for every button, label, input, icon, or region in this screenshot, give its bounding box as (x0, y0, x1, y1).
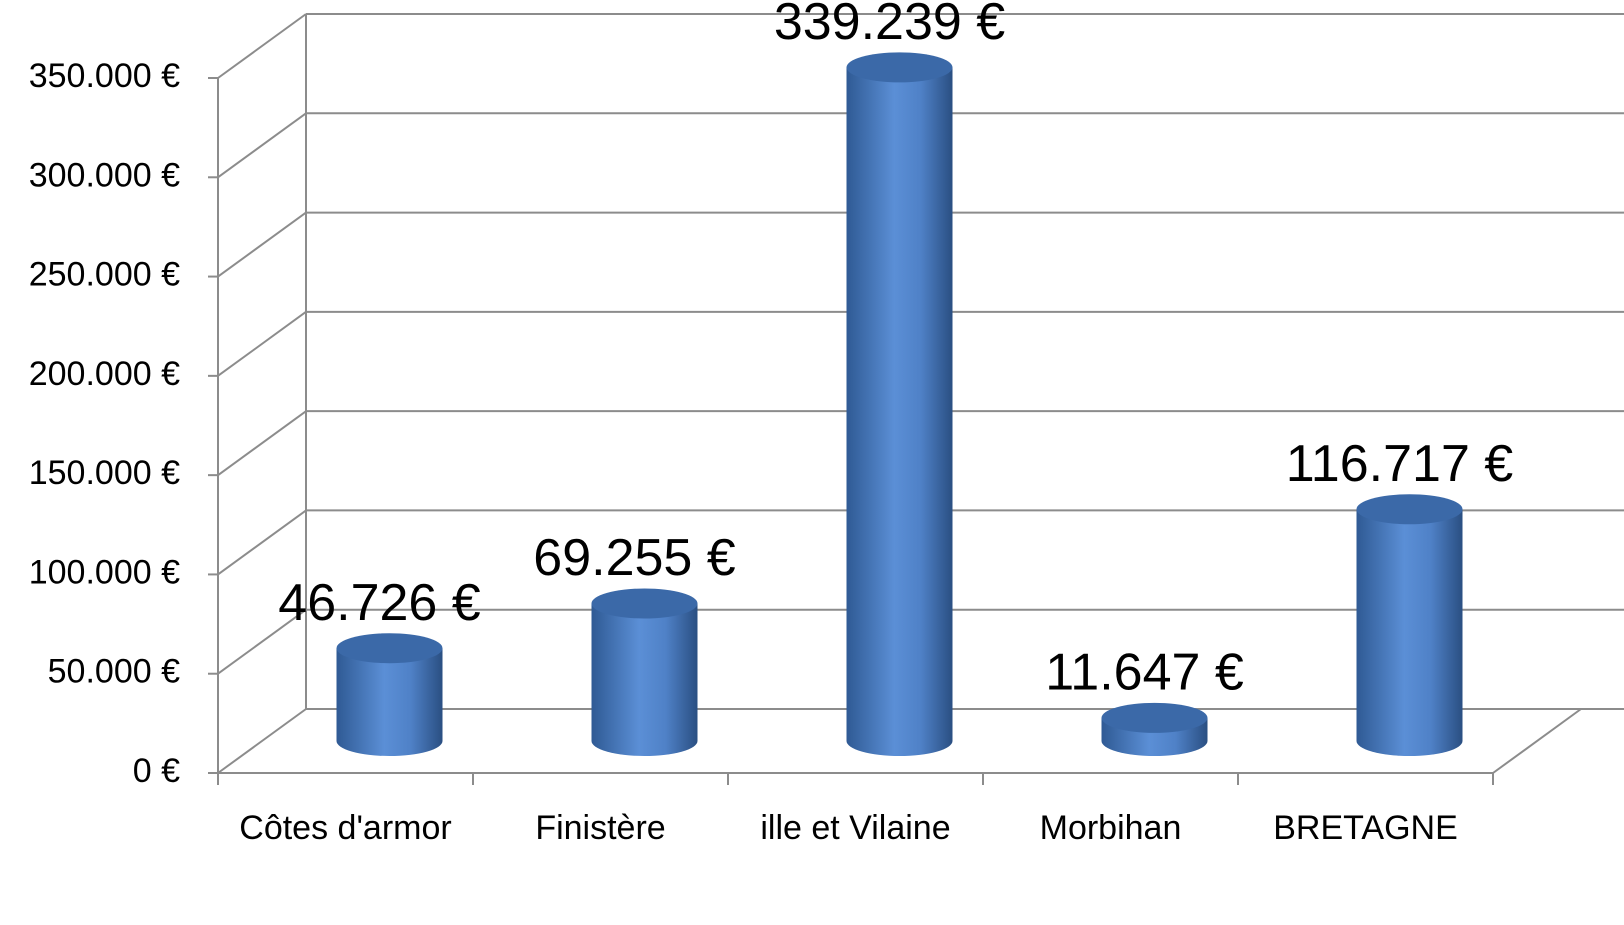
x-tick-label: BRETAGNE (1273, 809, 1458, 847)
grid-line (217, 410, 307, 476)
y-tick-label: 250.000 € (29, 256, 180, 294)
y-tick-label: 150.000 € (29, 454, 180, 492)
floor-right-edge (1492, 708, 1582, 774)
bar-top (1356, 494, 1463, 525)
y-tick-label: 350.000 € (29, 57, 180, 95)
y-tick-label: 300.000 € (29, 156, 180, 194)
x-tick-label: ille et Vilaine (760, 809, 950, 847)
bar-top (591, 588, 698, 619)
y-tick-label: 100.000 € (29, 553, 180, 591)
value-label: 11.647 € (1045, 644, 1244, 702)
bar (1356, 509, 1463, 756)
value-label: 69.255 € (533, 529, 735, 587)
value-label: 46.726 € (278, 574, 480, 632)
y-tick-label: 0 € (133, 752, 180, 790)
bar-top (1101, 702, 1208, 733)
bar (591, 603, 698, 756)
bar (336, 648, 443, 756)
bar-top (846, 52, 953, 83)
grid-line (217, 608, 307, 675)
value-label: 339.239 € (774, 0, 1005, 51)
bar-top (336, 633, 443, 664)
grid-line (217, 211, 307, 278)
grid-line (217, 509, 307, 576)
value-label: 116.717 € (1286, 435, 1514, 493)
grid-line (217, 708, 307, 774)
grid-line (217, 112, 307, 179)
x-tick-label: Finistère (535, 809, 665, 847)
x-tick-label: Côtes d'armor (239, 809, 451, 847)
x-tick-label: Morbihan (1040, 809, 1182, 847)
y-tick-label: 200.000 € (29, 355, 180, 393)
y-tick-label: 50.000 € (48, 653, 180, 691)
bar (846, 67, 953, 756)
grid-line (217, 311, 307, 377)
grid-line (217, 13, 307, 79)
